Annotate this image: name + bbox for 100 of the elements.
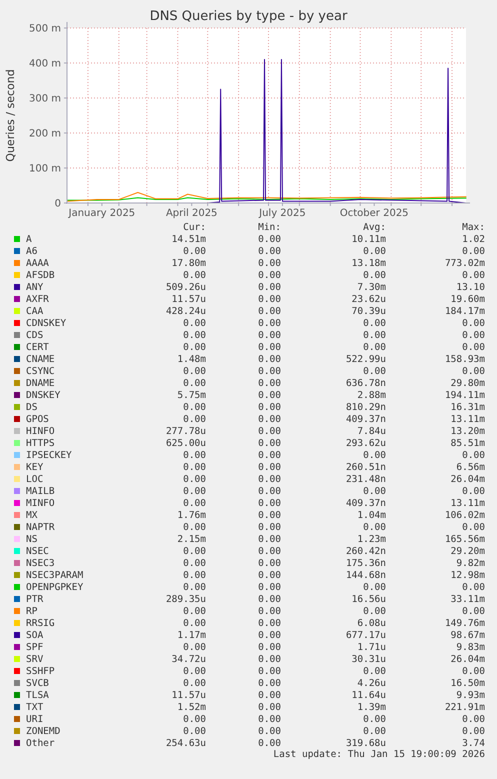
text: 289.35u [166,594,206,605]
text: 0.00 [183,618,206,629]
text: 0.00 [258,522,282,533]
text: 0.00 [258,330,282,341]
text: 0.00 [258,438,282,449]
text: 14.51m [172,234,206,245]
text: 0.00 [183,330,206,341]
legend-label: ZONEMD [26,726,61,737]
text: 254.63u [166,738,206,749]
text: 0.00 [363,342,386,353]
legend-label: CNAME [26,354,55,365]
text: 34.72u [172,654,206,665]
text: 0.00 [258,558,282,569]
legend-label: LOC [26,474,44,485]
text: 293.62u [346,438,386,449]
text: 29.80m [450,378,486,389]
legend-label: SPF [26,642,44,653]
text: 12.98m [450,570,486,581]
text: 0.00 [258,630,282,641]
text: 277.78u [166,426,206,437]
legend-label: ANY [26,282,44,293]
legend-label: NSEC3PARAM [26,570,84,581]
text: 17.80m [172,258,206,269]
text: 13.18m [352,258,386,269]
text: 0.00 [462,726,486,737]
legend-label: A [26,234,32,245]
text: 3.74 [462,738,486,749]
legend-label: A6 [26,246,38,257]
legend-label: HTTPS [26,438,55,449]
line-series [66,59,466,204]
text: 16.56u [352,594,386,605]
text: 0.00 [258,594,282,605]
text: 0.00 [258,642,282,653]
text: 0.00 [183,678,206,689]
y-tick-label: 400 m [28,58,61,70]
text: 428.24u [166,306,206,317]
y-tick-label: 300 m [28,94,61,104]
text: 98.67m [450,630,486,641]
y-tick-label: 500 m [28,24,61,34]
text: 106.02m [444,510,486,521]
text: Avg: [363,222,386,233]
legend-label: HINFO [26,426,55,437]
text: 0.00 [258,378,282,389]
text: 0.00 [363,318,386,329]
text: 773.02m [444,258,486,269]
text: 0.00 [183,486,206,497]
text: 149.76m [444,618,486,629]
text: 0.00 [258,450,282,461]
legend-label: Other [26,738,55,749]
text: 231.48n [346,474,386,485]
text: 677.17u [346,630,386,641]
text: 0.00 [183,318,206,329]
text: 0.00 [462,366,486,377]
text: 0.00 [258,318,282,329]
legend-label: SSHFP [26,666,55,677]
x-tick-label: October 2025 [340,208,409,219]
text: 0.00 [363,522,386,533]
text: 409.37n [346,414,386,425]
text: 0.00 [258,426,282,437]
text: 9.83m [456,642,486,653]
text: 5.75m [177,390,206,401]
legend-label: CDS [26,330,44,341]
text: 0.00 [183,474,206,485]
legend-label: RP [26,606,38,617]
text: 0.00 [363,330,386,341]
x-tick-label: July 2025 [258,208,306,219]
text: 0.00 [183,402,206,413]
text: 0.00 [462,606,486,617]
legend-label: CSYNC [26,366,55,377]
text: 7.84u [357,426,386,437]
chart-title: DNS Queries by type - by year [150,9,348,24]
text: 1.39m [357,702,386,713]
text: 0.00 [363,726,386,737]
text: 0.00 [258,474,282,485]
legend-label: CAA [26,306,44,317]
text: 0.00 [258,486,282,497]
text: 33.11m [450,594,486,605]
text: 0.00 [183,558,206,569]
text: 0.00 [258,582,282,593]
text: 0.00 [183,522,206,533]
text: 1.52m [177,702,206,713]
text: 0.00 [183,582,206,593]
legend-label: MX [26,510,38,521]
text: 6.56m [456,462,486,473]
legend-label: AAAA [26,258,50,269]
text: 11.57u [172,294,206,305]
text: 16.50m [450,678,486,689]
text: 0.00 [183,714,206,725]
legend-label: SVCB [26,678,50,689]
text: 13.10 [456,282,486,293]
text: 0.00 [258,546,282,557]
text: 0.00 [183,666,206,677]
text: 0.00 [258,294,282,305]
text: 26.04m [450,474,486,485]
text: 2.15m [177,534,206,545]
text: Min: [258,222,281,233]
text: 509.26u [166,282,206,293]
text: 0.00 [462,522,486,533]
text: 0.00 [183,246,206,257]
text: 0.00 [183,414,206,425]
